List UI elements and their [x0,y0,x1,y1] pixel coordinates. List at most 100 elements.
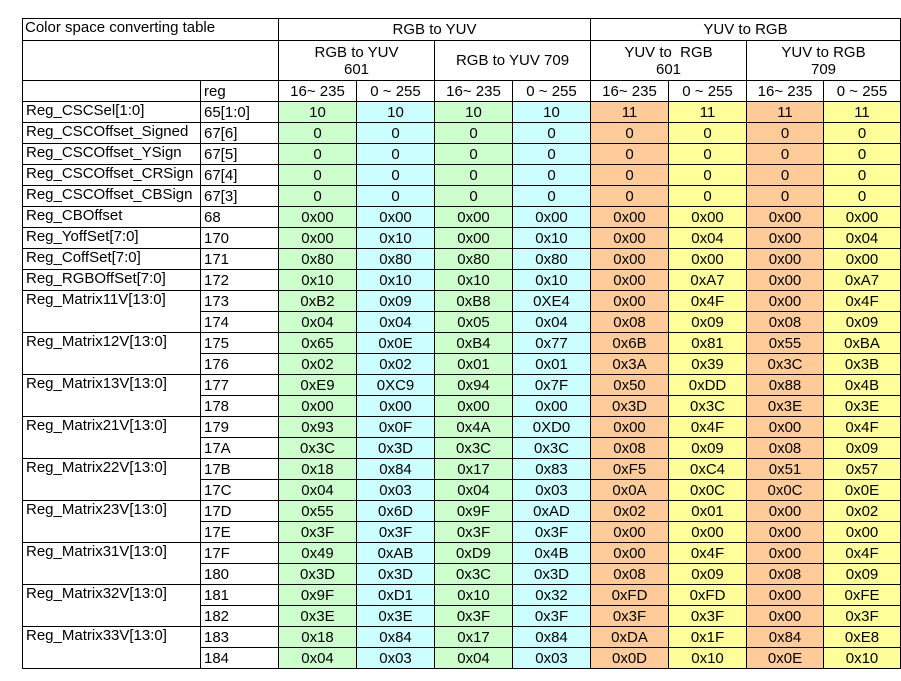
value-cell: 11 [823,101,901,123]
value-cell: 0x3E [356,605,435,627]
value-cell: 0 [278,164,357,186]
register-name: Reg_CSCOffset_YSign [22,143,201,165]
table-row: 17A 0x3C 0x3D 0x3C 0x3C 0x08 0x09 0x08 0x09 [23,437,901,459]
subgroup-line2: 601 [343,60,370,78]
value-cell: 0x50 [590,374,669,396]
value-cell: 0x3F [590,605,669,627]
value-cell: 0x00 [746,206,824,228]
table-row: Reg_CoffSet[7:0] 171 0x80 0x80 0x80 0x80 0x00 0… [22,248,901,270]
range-header: 16~ 235 [746,80,824,102]
register-name: Reg_Matrix32V[13:0] [22,584,201,627]
register-address: 17F [200,542,279,564]
value-cell: 0xFD [668,584,747,606]
value-cell: 0x10 [356,269,435,291]
subgroup-rgb-to-yuv-601: RGB to YUV 601 [278,40,435,81]
value-cell: 0x80 [356,248,435,270]
value-cell: 0x3F [434,521,513,543]
value-cell: 0x10 [434,584,513,606]
value-cell: 0xD1 [356,584,435,606]
value-cell: 0x49 [278,542,357,564]
register-address: 67[6] [200,122,279,144]
value-cell: 0x6D [356,500,435,522]
subgroup-line1: RGB to YUV 709 [455,52,570,69]
value-cell: 0 [434,143,513,165]
value-cell: 0x00 [434,227,513,249]
register-name: Reg_Matrix22V[13:0] [22,458,201,501]
value-cell: 0 [668,122,747,144]
subgroup-header-row: RGB to YUV 601 RGB to YUV 709 YUV to RGB… [22,40,901,81]
value-cell: 0 [668,143,747,165]
value-cell: 0 [823,122,901,144]
value-cell: 10 [512,101,591,123]
value-cell: 0xC4 [668,458,747,480]
range-header: 16~ 235 [590,80,669,102]
register-name: Reg_CSCOffset_CRSign [22,164,201,186]
value-cell: 0x00 [823,206,901,228]
value-cell: 0x00 [590,269,669,291]
subgroup-line1: RGB to YUV [314,43,399,61]
value-cell: 0x10 [823,647,901,669]
value-cell: 0x03 [356,479,435,501]
value-cell: 0x0A [590,479,669,501]
value-cell: 0x3F [512,605,591,627]
register-name: Reg_Matrix12V[13:0] [22,332,201,375]
value-cell: 0x10 [512,227,591,249]
reg-column-header: reg [200,80,279,102]
register-address: 171 [200,248,279,270]
table-row: Reg_Matrix32V[13:0] 181 0x9F 0xD1 0x10 0x32 0x… [22,584,901,627]
value-cell: 0x94 [434,374,513,396]
value-cell: 0x00 [434,206,513,228]
value-cell: 0x04 [278,647,357,669]
value-cell: 0x00 [746,290,824,312]
value-cell: 0x3D [512,563,591,585]
value-cell: 0x0C [746,479,824,501]
register-name: Reg_CoffSet[7:0] [22,248,201,270]
value-cell: 0x17 [434,458,513,480]
register-name: Reg_Matrix31V[13:0] [22,542,201,585]
value-cell: 0x1F [668,626,747,648]
value-cell: 0x18 [278,626,357,648]
value-cell: 0x0F [356,416,435,438]
register-address: 17A [200,437,279,459]
value-cell: 0xA7 [823,269,901,291]
value-cell: 0xA7 [668,269,747,291]
value-cell: 0x84 [746,626,824,648]
value-cell: 0x4F [668,416,747,438]
value-cell: 0x84 [356,626,435,648]
value-cell: 0x00 [590,248,669,270]
value-cell: 0x4F [823,290,901,312]
value-cell: 0x3F [512,521,591,543]
subgroup-line2: 601 [655,60,682,78]
value-cell: 0x03 [512,647,591,669]
value-cell: 0x3E [823,395,901,417]
value-cell: 0x9F [278,584,357,606]
register-address: 175 [200,332,279,354]
register-name: Reg_Matrix23V[13:0] [22,500,201,543]
group-header-yuv-to-rgb: YUV to RGB [590,18,901,41]
value-cell: 0XC9 [356,374,435,396]
value-cell: 0x08 [746,563,824,585]
table-row: Reg_CSCSel[1:0] 65[1:0] 10 10 10 10 11 11 11 11 [22,101,901,123]
value-cell: 0x00 [590,521,669,543]
value-cell: 0 [668,164,747,186]
value-cell: 0x4B [512,542,591,564]
value-cell: 0x3D [590,395,669,417]
value-cell: 11 [590,101,669,123]
value-cell: 0x39 [668,353,747,375]
value-cell: 0 [278,185,357,207]
register-name: Reg_Matrix13V[13:0] [22,374,201,417]
value-cell: 0 [590,185,669,207]
value-cell: 0 [356,143,435,165]
value-cell: 0xB2 [278,290,357,312]
value-cell: 0 [823,185,901,207]
table-row: 174 0x04 0x04 0x05 0x04 0x08 0x09 0x08 0x09 [23,311,901,333]
value-cell: 0x09 [668,437,747,459]
value-cell: 0 [278,122,357,144]
subgroup-line2: 709 [810,60,837,78]
value-cell: 0x00 [434,395,513,417]
table-row: Reg_CSCOffset_YSign 67[5] 0 0 0 0 0 0 0 0 [22,143,901,165]
value-cell: 0x10 [278,269,357,291]
value-cell: 0 [512,185,591,207]
value-cell: 0x00 [746,416,824,438]
